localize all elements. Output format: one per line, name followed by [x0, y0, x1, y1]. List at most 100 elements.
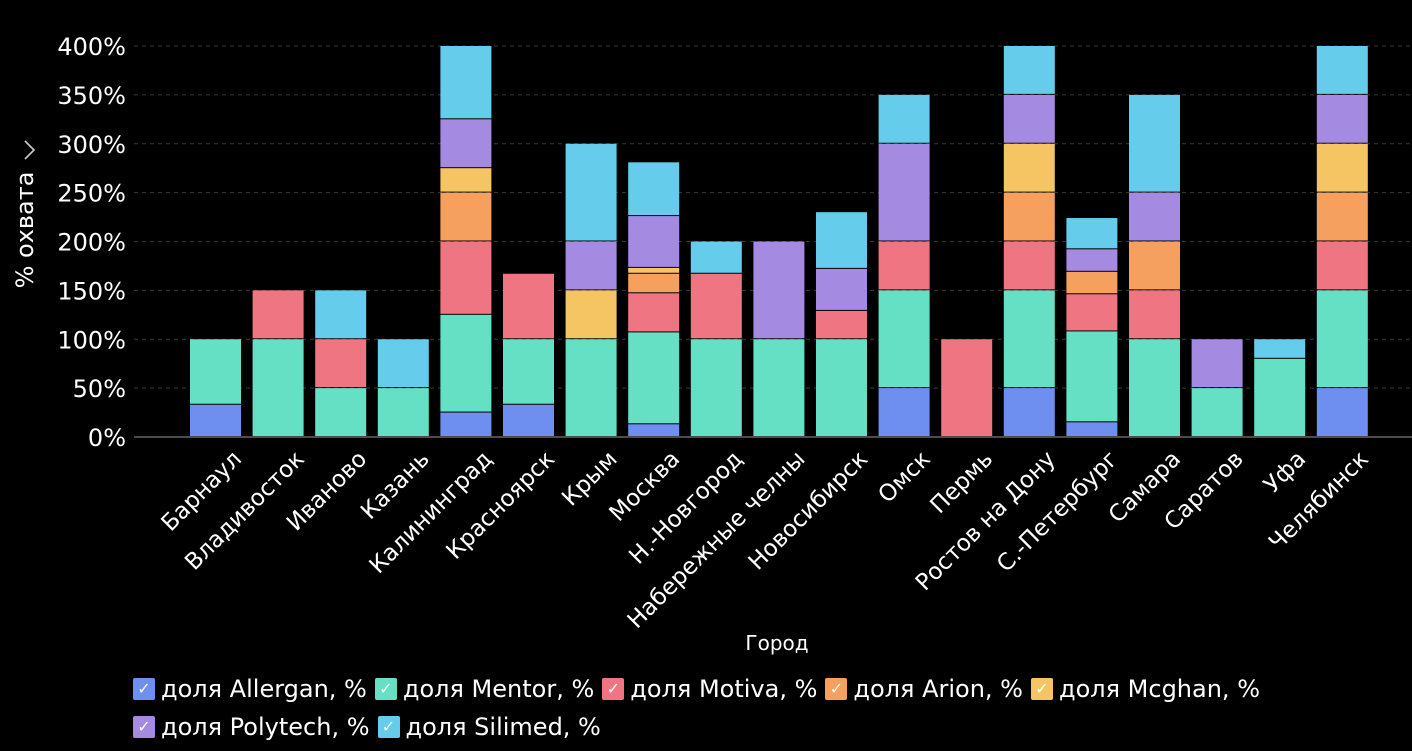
checkbox-icon[interactable]: ✓ [133, 678, 155, 700]
bar-segment[interactable] [628, 162, 680, 216]
bar-segment[interactable] [628, 267, 680, 273]
bar-stack[interactable] [816, 212, 867, 436]
bar-segment[interactable] [440, 314, 492, 412]
checkbox-icon[interactable]: ✓ [1030, 678, 1053, 700]
legend-item[interactable]: ✓ доля Mentor, % [374, 670, 594, 708]
bar-segment[interactable] [315, 388, 367, 436]
bar-segment[interactable] [190, 339, 241, 404]
checkbox-icon[interactable]: ✓ [825, 678, 848, 700]
bar-segment[interactable] [690, 273, 742, 339]
legend-item[interactable]: ✓ доля Arion, % [825, 670, 1023, 708]
bar-segment[interactable] [878, 290, 930, 388]
bar-segment[interactable] [1066, 271, 1118, 294]
bar-stack[interactable] [1066, 218, 1118, 436]
bar-segment[interactable] [1316, 388, 1368, 436]
bar-segment[interactable] [440, 192, 492, 241]
bar-segment[interactable] [190, 404, 241, 436]
bar-segment[interactable] [1003, 388, 1055, 436]
bar-segment[interactable] [565, 290, 617, 339]
bar-segment[interactable] [878, 241, 930, 290]
bar-segment[interactable] [628, 293, 680, 332]
bar-segment[interactable] [1003, 241, 1055, 290]
bar-segment[interactable] [503, 404, 554, 436]
bar-segment[interactable] [1066, 218, 1118, 249]
bar-segment[interactable] [440, 168, 492, 192]
bar-segment[interactable] [1066, 331, 1118, 422]
bar-segment[interactable] [628, 273, 680, 293]
bar-segment[interactable] [690, 241, 742, 273]
bar-stack[interactable] [315, 290, 367, 436]
bar-segment[interactable] [941, 339, 993, 436]
bar-segment[interactable] [628, 424, 680, 436]
bar-stack[interactable] [1129, 94, 1180, 436]
bar-stack[interactable] [190, 339, 241, 436]
bar-segment[interactable] [440, 241, 492, 314]
bar-segment[interactable] [252, 290, 304, 339]
bar-segment[interactable] [440, 119, 492, 168]
bar-stack[interactable] [753, 241, 805, 437]
bar-segment[interactable] [753, 241, 805, 339]
bar-segment[interactable] [1003, 46, 1055, 94]
bar-segment[interactable] [1129, 94, 1180, 192]
bar-segment[interactable] [878, 94, 930, 143]
bar-segment[interactable] [1003, 143, 1055, 192]
checkbox-icon[interactable]: ✓ [377, 716, 400, 738]
bar-stack[interactable] [1003, 46, 1055, 436]
bar-segment[interactable] [1254, 339, 1306, 358]
bar-segment[interactable] [1316, 241, 1368, 290]
bar-segment[interactable] [878, 388, 930, 436]
legend-item[interactable]: ✓ доля Silimed, % [377, 708, 601, 746]
bar-segment[interactable] [628, 216, 680, 267]
bar-stack[interactable] [377, 339, 429, 436]
bar-segment[interactable] [565, 241, 617, 290]
bar-segment[interactable] [315, 290, 367, 339]
bar-segment[interactable] [565, 143, 617, 241]
checkbox-icon[interactable]: ✓ [374, 678, 397, 700]
bar-segment[interactable] [252, 339, 304, 436]
bar-segment[interactable] [628, 332, 680, 424]
bar-segment[interactable] [816, 310, 867, 339]
bar-segment[interactable] [565, 339, 617, 436]
bar-stack[interactable] [440, 46, 492, 436]
bar-segment[interactable] [1316, 143, 1368, 192]
bars[interactable] [190, 46, 1368, 436]
bar-segment[interactable] [753, 339, 805, 436]
bar-segment[interactable] [1316, 192, 1368, 241]
bar-stack[interactable] [628, 162, 680, 436]
bar-segment[interactable] [377, 339, 429, 388]
legend-item[interactable]: ✓ доля Polytech, % [133, 708, 370, 746]
bar-stack[interactable] [503, 273, 554, 436]
bar-segment[interactable] [1316, 46, 1368, 94]
bar-segment[interactable] [1066, 422, 1118, 436]
y-axis-chevron-icon[interactable] [24, 140, 36, 160]
bar-segment[interactable] [690, 339, 742, 436]
bar-stack[interactable] [1191, 339, 1243, 436]
legend-item[interactable]: ✓ доля Mcghan, % [1030, 670, 1260, 708]
checkbox-icon[interactable]: ✓ [133, 716, 155, 738]
bar-segment[interactable] [503, 273, 554, 339]
bar-segment[interactable] [1066, 249, 1118, 271]
legend-item[interactable]: ✓ доля Motiva, % [602, 670, 817, 708]
bar-stack[interactable] [1254, 339, 1306, 436]
bar-segment[interactable] [1191, 388, 1243, 436]
bar-stack[interactable] [941, 339, 993, 436]
bar-segment[interactable] [1254, 358, 1306, 436]
bar-segment[interactable] [503, 339, 554, 404]
checkbox-icon[interactable]: ✓ [602, 678, 625, 700]
bar-segment[interactable] [1129, 290, 1180, 339]
bar-segment[interactable] [377, 388, 429, 436]
bar-segment[interactable] [1003, 290, 1055, 388]
bar-segment[interactable] [1129, 339, 1180, 436]
bar-segment[interactable] [1066, 294, 1118, 331]
bar-segment[interactable] [878, 143, 930, 241]
bar-stack[interactable] [690, 241, 742, 437]
bar-segment[interactable] [440, 412, 492, 436]
bar-segment[interactable] [1129, 241, 1180, 290]
bar-segment[interactable] [1316, 290, 1368, 388]
bar-segment[interactable] [440, 46, 492, 119]
bar-segment[interactable] [1316, 94, 1368, 143]
bar-segment[interactable] [1191, 339, 1243, 388]
bar-stack[interactable] [1316, 46, 1368, 436]
bar-segment[interactable] [1003, 192, 1055, 241]
bar-segment[interactable] [816, 268, 867, 310]
